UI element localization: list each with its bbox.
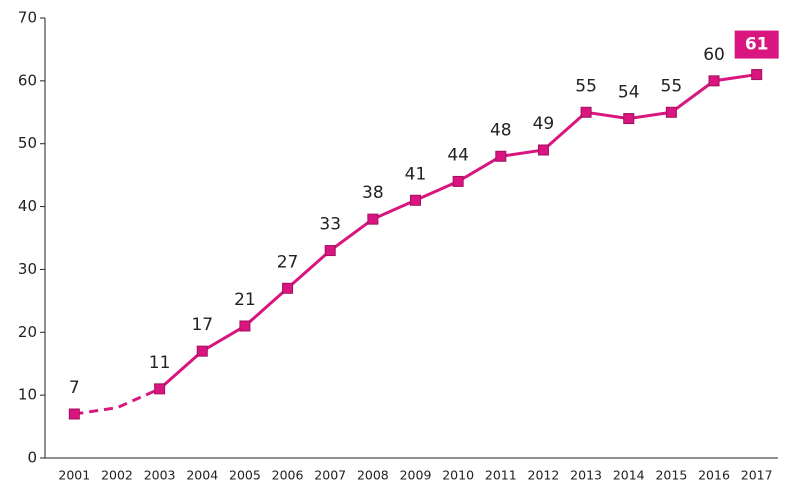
- x-tick-label: 2005: [229, 468, 261, 483]
- marker: [196, 345, 208, 357]
- x-tick-label: 2011: [485, 468, 517, 483]
- marker: [537, 144, 549, 156]
- data-label: 21: [234, 290, 256, 310]
- marker: [239, 320, 251, 332]
- marker: [68, 408, 80, 420]
- data-label: 44: [447, 145, 469, 165]
- y-tick-label: 50: [18, 134, 37, 152]
- marker: [495, 150, 507, 162]
- marker: [154, 383, 166, 395]
- data-label: 55: [575, 76, 597, 96]
- data-label: 7: [69, 378, 80, 398]
- x-tick-label: 2015: [655, 468, 687, 483]
- data-label: 27: [277, 252, 299, 272]
- y-tick-label: 70: [18, 9, 37, 27]
- y-tick-label: 40: [18, 197, 37, 215]
- x-tick-label: 2017: [741, 468, 773, 483]
- data-label: 48: [490, 120, 512, 140]
- data-label: 11: [149, 353, 171, 373]
- y-tick-label: 30: [18, 260, 37, 278]
- data-label: 38: [362, 183, 384, 203]
- x-tick-label: 2004: [186, 468, 218, 483]
- x-tick-label: 2008: [357, 468, 389, 483]
- marker: [410, 194, 421, 206]
- y-tick-label: 0: [27, 449, 37, 467]
- data-label: 33: [319, 215, 341, 235]
- data-label: 60: [703, 45, 725, 65]
- marker: [324, 245, 336, 257]
- x-tick-label: 2003: [144, 468, 176, 483]
- data-label: 49: [533, 114, 555, 134]
- marker: [665, 106, 677, 118]
- data-label: 55: [661, 76, 683, 96]
- line-dashed: [74, 387, 161, 416]
- y-tick-label: 60: [18, 71, 37, 89]
- data-label: 61: [745, 35, 769, 55]
- data-label: 17: [191, 315, 213, 335]
- y-tick-label: 10: [18, 386, 37, 404]
- x-tick-label: 2013: [570, 468, 602, 483]
- marker: [623, 113, 635, 125]
- marker: [751, 69, 763, 81]
- x-tick-label: 2010: [442, 468, 474, 483]
- data-label: 41: [405, 164, 427, 184]
- x-tick-label: 2001: [58, 468, 90, 483]
- x-tick-label: 2002: [101, 468, 133, 483]
- x-tick-label: 2016: [698, 468, 730, 483]
- x-tick-label: 2012: [528, 468, 560, 483]
- data-label: 54: [618, 83, 640, 103]
- x-tick-label: 2006: [272, 468, 304, 483]
- marker: [580, 106, 592, 118]
- y-tick-label: 20: [18, 323, 37, 341]
- marker: [452, 175, 464, 187]
- x-tick-label: 2009: [400, 468, 432, 483]
- marker: [708, 75, 720, 87]
- x-tick-label: 2007: [314, 468, 346, 483]
- marker: [367, 213, 379, 225]
- marker: [282, 282, 294, 294]
- highlight-box: [734, 30, 779, 59]
- line: [158, 73, 757, 390]
- x-tick-label: 2014: [613, 468, 645, 483]
